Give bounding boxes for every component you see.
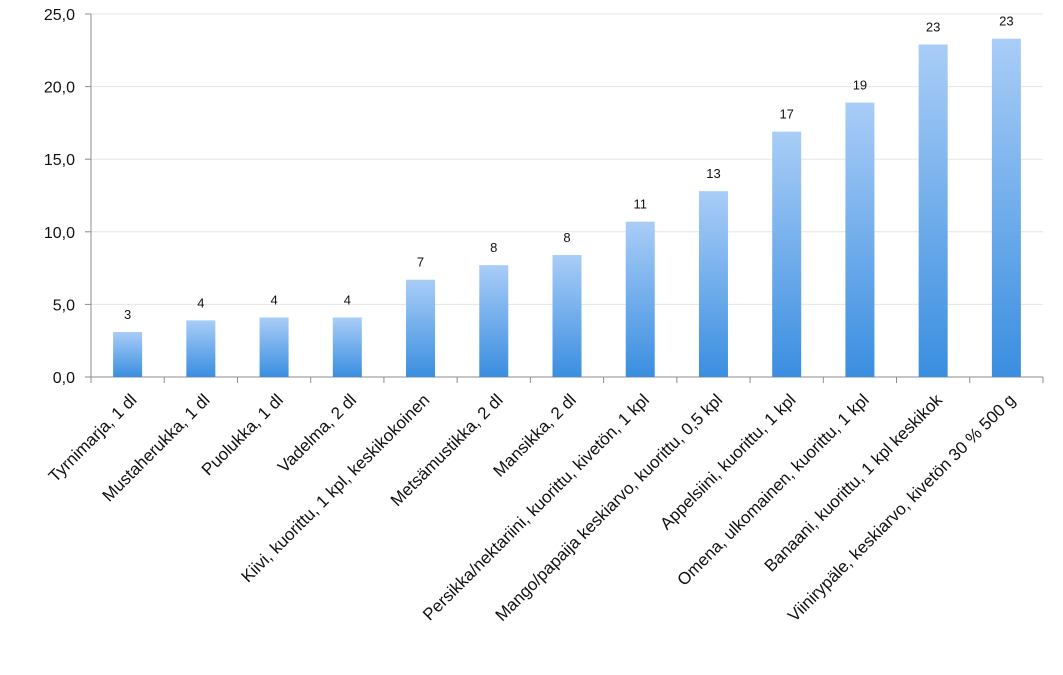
bar bbox=[772, 131, 802, 377]
bar bbox=[552, 255, 582, 377]
data-label: 7 bbox=[417, 255, 424, 270]
data-label: 11 bbox=[633, 197, 647, 212]
bar bbox=[991, 38, 1021, 378]
bar bbox=[186, 320, 216, 377]
data-label: 3 bbox=[124, 307, 131, 322]
data-label: 4 bbox=[197, 295, 204, 310]
data-label: 4 bbox=[344, 292, 351, 307]
bar bbox=[918, 44, 948, 377]
data-label: 4 bbox=[270, 292, 277, 307]
data-label: 23 bbox=[999, 14, 1013, 29]
bar bbox=[845, 102, 875, 378]
y-tick-label: 10,0 bbox=[44, 225, 75, 242]
data-label: 23 bbox=[926, 19, 940, 34]
bar bbox=[698, 191, 728, 377]
y-tick-label: 5,0 bbox=[53, 297, 75, 314]
bar bbox=[332, 317, 362, 377]
bars bbox=[113, 38, 1021, 378]
y-tick-label: 0,0 bbox=[53, 370, 75, 387]
data-label: 8 bbox=[490, 240, 497, 255]
bar bbox=[479, 265, 509, 377]
y-tick-label: 25,0 bbox=[44, 7, 75, 24]
gridlines bbox=[91, 13, 1043, 305]
data-label: 8 bbox=[563, 230, 570, 245]
x-category-label: Appelsiini, kuorittu, 1 kpl bbox=[656, 390, 799, 533]
bar bbox=[406, 279, 436, 377]
bar bbox=[625, 221, 655, 377]
data-label: 17 bbox=[779, 107, 793, 122]
data-label: 13 bbox=[706, 166, 720, 181]
data-label: 19 bbox=[853, 78, 867, 93]
bar bbox=[259, 317, 289, 377]
y-tick-label: 15,0 bbox=[44, 152, 75, 169]
bar bbox=[113, 331, 143, 377]
y-tick-label: 20,0 bbox=[44, 80, 75, 97]
